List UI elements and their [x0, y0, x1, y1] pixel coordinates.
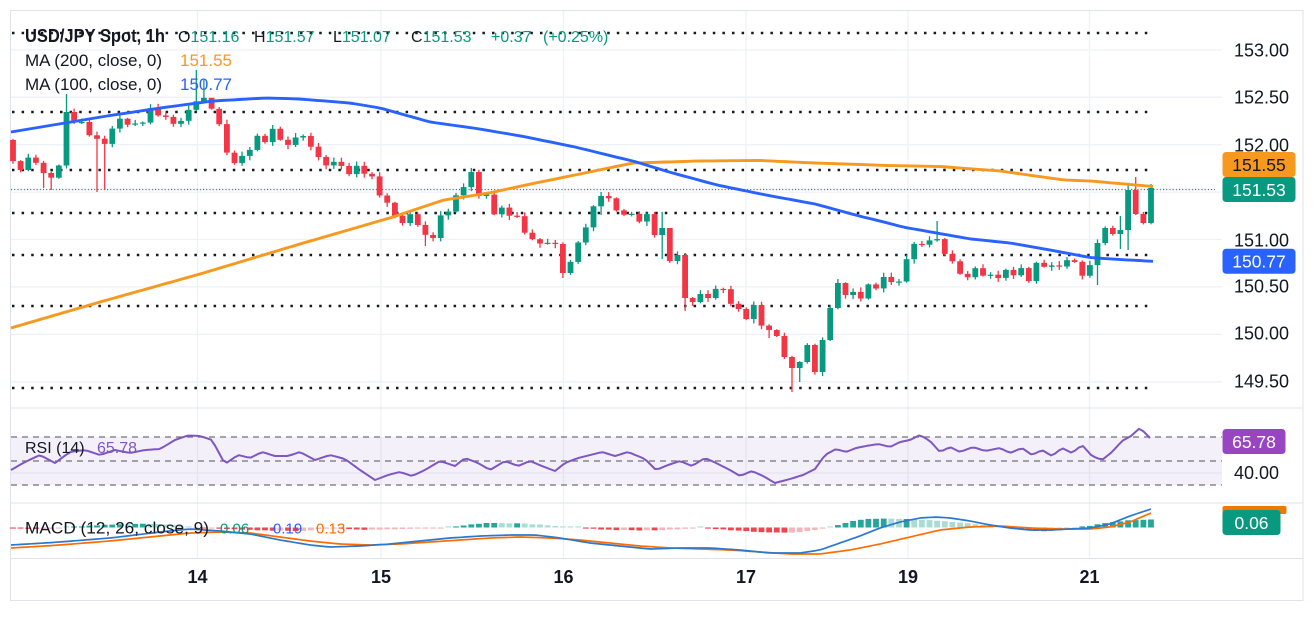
svg-text:C151.53: C151.53: [411, 29, 472, 46]
svg-text:MA (200, close, 0)151.55: MA (200, close, 0) 151.55: [25, 51, 232, 70]
svg-text:0.19: 0.19: [273, 521, 302, 538]
svg-text:RSI (14)65.78: RSI (14) 65.78: [25, 440, 137, 457]
svg-text:0.06: 0.06: [220, 521, 249, 538]
svg-text:(+0.25%): (+0.25%): [543, 29, 608, 46]
svg-text:152.00: 152.00: [1234, 135, 1289, 155]
svg-text:MA (100, close, 0)150.77: MA (100, close, 0) 150.77: [25, 75, 232, 94]
svg-text:0.13: 0.13: [316, 521, 345, 538]
svg-text:USD/JPY Spot, 1h: USD/JPY Spot, 1h: [25, 25, 165, 46]
svg-text:19: 19: [898, 567, 918, 587]
svg-text:14: 14: [187, 567, 207, 587]
svg-text:152.50: 152.50: [1234, 87, 1289, 107]
svg-text:L151.07: L151.07: [333, 29, 391, 46]
svg-text:O151.16: O151.16: [178, 29, 239, 46]
svg-text:21: 21: [1079, 567, 1099, 587]
svg-text:153.00: 153.00: [1234, 40, 1289, 60]
svg-text:H151.57: H151.57: [254, 29, 315, 46]
svg-text:150.77: 150.77: [1232, 252, 1286, 272]
svg-text:150.00: 150.00: [1234, 323, 1289, 343]
svg-text:149.50: 149.50: [1234, 371, 1289, 391]
svg-text:17: 17: [736, 567, 756, 587]
svg-text:65.78: 65.78: [1232, 432, 1276, 452]
svg-text:+0.37: +0.37: [491, 29, 532, 46]
svg-text:150.50: 150.50: [1234, 276, 1289, 296]
svg-text:0.06: 0.06: [1234, 513, 1268, 533]
svg-text:15: 15: [371, 567, 391, 587]
svg-text:16: 16: [553, 567, 573, 587]
svg-text:151.00: 151.00: [1234, 230, 1289, 250]
svg-text:40.00: 40.00: [1234, 463, 1279, 483]
svg-text:MACD (12, 26, close, 9): MACD (12, 26, close, 9): [25, 519, 209, 538]
svg-text:151.53: 151.53: [1232, 180, 1286, 200]
svg-text:151.55: 151.55: [1232, 155, 1286, 175]
